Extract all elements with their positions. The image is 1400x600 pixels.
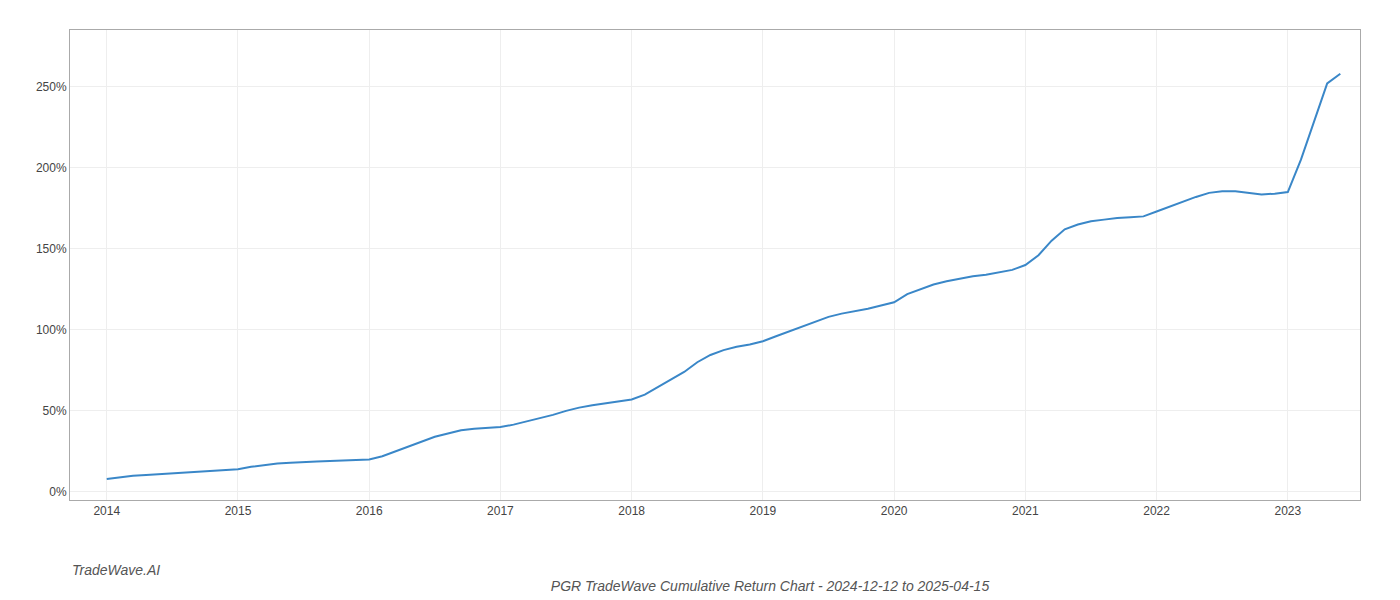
svg-text:2023: 2023	[1274, 504, 1301, 518]
svg-text:2017: 2017	[487, 504, 514, 518]
svg-text:2016: 2016	[356, 504, 383, 518]
svg-text:100%: 100%	[36, 323, 67, 337]
svg-text:2021: 2021	[1012, 504, 1039, 518]
svg-text:2018: 2018	[618, 504, 645, 518]
svg-text:0%: 0%	[49, 485, 67, 499]
svg-text:250%: 250%	[36, 80, 67, 94]
svg-text:2015: 2015	[225, 504, 252, 518]
svg-text:150%: 150%	[36, 242, 67, 256]
svg-text:2014: 2014	[93, 504, 120, 518]
svg-text:2019: 2019	[750, 504, 777, 518]
svg-text:200%: 200%	[36, 161, 67, 175]
svg-text:2022: 2022	[1143, 504, 1170, 518]
svg-text:2020: 2020	[881, 504, 908, 518]
svg-text:PGR TradeWave Cumulative Retur: PGR TradeWave Cumulative Return Chart - …	[551, 578, 990, 594]
svg-text:TradeWave.AI: TradeWave.AI	[72, 562, 160, 578]
svg-text:50%: 50%	[43, 404, 67, 418]
